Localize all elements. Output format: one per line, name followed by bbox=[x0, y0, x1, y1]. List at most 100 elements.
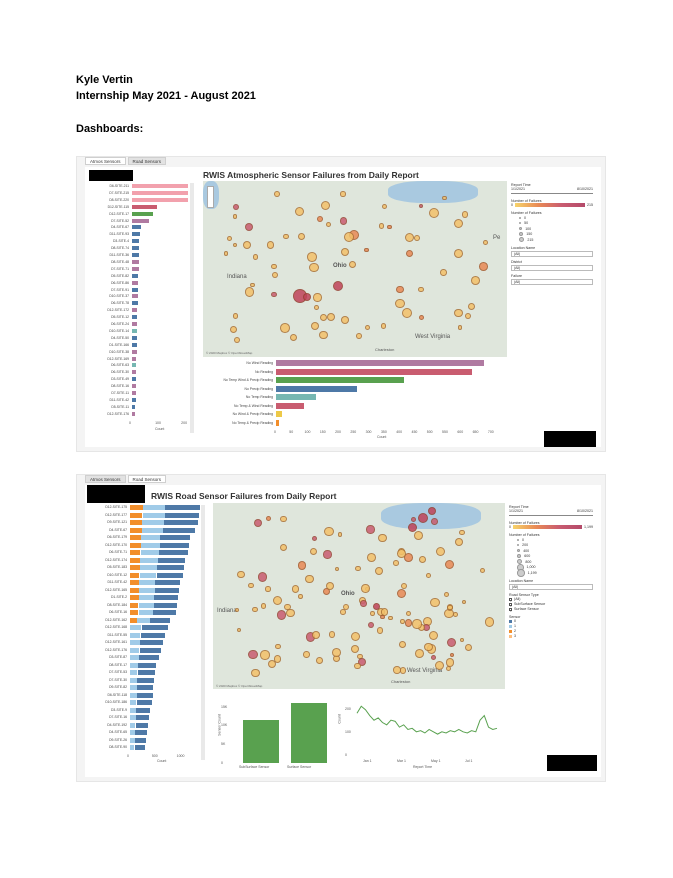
map-marker[interactable] bbox=[365, 324, 371, 330]
map-marker[interactable] bbox=[266, 241, 275, 249]
map-marker[interactable] bbox=[380, 323, 387, 329]
map-marker[interactable] bbox=[253, 518, 262, 527]
site-bar[interactable] bbox=[132, 184, 189, 188]
checkbox[interactable]: ✓ bbox=[509, 602, 513, 608]
map-marker[interactable] bbox=[412, 619, 422, 629]
road-site-bar-segment[interactable] bbox=[157, 565, 185, 570]
sensor-type-option[interactable]: ✓ SubSurface Sensor bbox=[509, 602, 593, 608]
map-marker[interactable] bbox=[459, 529, 465, 536]
map-marker[interactable] bbox=[333, 281, 343, 291]
map-marker[interactable] bbox=[454, 309, 463, 318]
map-marker[interactable] bbox=[291, 585, 299, 593]
map-marker[interactable] bbox=[232, 214, 238, 219]
road-site-bar-segment[interactable] bbox=[130, 722, 136, 728]
map-marker[interactable] bbox=[453, 612, 458, 617]
map-marker[interactable] bbox=[244, 287, 255, 297]
map-marker[interactable] bbox=[449, 652, 454, 658]
failure-trend-line[interactable] bbox=[356, 705, 498, 735]
road-site-bar-segment[interactable] bbox=[139, 587, 155, 593]
map-marker[interactable] bbox=[459, 637, 465, 643]
map-marker[interactable] bbox=[267, 660, 277, 669]
date-range-slider-2[interactable] bbox=[509, 513, 593, 516]
site-bar[interactable] bbox=[132, 259, 139, 264]
site-bar[interactable] bbox=[132, 204, 157, 209]
site-bar[interactable] bbox=[132, 246, 140, 251]
site-bar[interactable] bbox=[132, 197, 189, 202]
map-marker[interactable] bbox=[248, 583, 254, 589]
map-marker[interactable] bbox=[454, 218, 464, 228]
site-bar[interactable] bbox=[132, 335, 137, 340]
road-site-bar-segment[interactable] bbox=[130, 662, 138, 668]
road-site-bar-segment[interactable] bbox=[140, 557, 158, 563]
map-marker[interactable] bbox=[275, 643, 281, 650]
map-marker[interactable] bbox=[484, 617, 494, 627]
map-marker[interactable] bbox=[324, 526, 334, 536]
map-marker[interactable] bbox=[400, 582, 408, 589]
map-marker[interactable] bbox=[323, 550, 332, 559]
map-marker[interactable] bbox=[335, 566, 339, 571]
road-site-bar-segment[interactable] bbox=[130, 692, 137, 698]
map-marker[interactable] bbox=[378, 533, 387, 543]
map-marker[interactable] bbox=[307, 251, 317, 262]
map-marker[interactable] bbox=[252, 254, 259, 260]
map-marker[interactable] bbox=[232, 204, 239, 211]
road-site-bar-segment[interactable] bbox=[136, 707, 151, 713]
scroll-bar-2[interactable] bbox=[201, 505, 205, 760]
map-zoom-controls[interactable] bbox=[207, 186, 214, 208]
tab-road-sensors-2[interactable]: Road Sensors bbox=[127, 475, 167, 483]
map-marker[interactable] bbox=[443, 591, 449, 597]
road-site-bar-segment[interactable] bbox=[130, 565, 140, 570]
road-site-bar-segment[interactable] bbox=[157, 557, 186, 563]
map-marker[interactable] bbox=[274, 191, 280, 197]
map-marker[interactable] bbox=[430, 654, 437, 661]
map-marker[interactable] bbox=[418, 513, 428, 523]
road-site-bar-segment[interactable] bbox=[142, 512, 165, 518]
site-bar[interactable] bbox=[132, 190, 189, 195]
road-site-bar-segment[interactable] bbox=[155, 580, 181, 585]
map-marker[interactable] bbox=[340, 247, 350, 257]
site-bar[interactable] bbox=[132, 315, 138, 320]
map-marker[interactable] bbox=[357, 657, 366, 666]
road-site-bar-segment[interactable] bbox=[153, 602, 178, 608]
map-marker[interactable] bbox=[361, 584, 370, 593]
map-marker[interactable] bbox=[273, 655, 282, 663]
failure-map[interactable]: Indiana Ohio West Virginia Pe Charleston… bbox=[203, 181, 507, 357]
site-bar[interactable] bbox=[132, 232, 140, 237]
map-marker[interactable] bbox=[325, 582, 334, 591]
map-marker[interactable] bbox=[455, 537, 463, 546]
map-marker[interactable] bbox=[356, 333, 362, 339]
road-site-bar-segment[interactable] bbox=[130, 632, 141, 638]
map-marker[interactable] bbox=[276, 610, 287, 620]
sensor-type-option[interactable]: ✓ (All) bbox=[509, 597, 593, 603]
map-marker[interactable] bbox=[465, 313, 472, 320]
map-marker[interactable] bbox=[355, 565, 361, 572]
map-marker[interactable] bbox=[366, 525, 375, 534]
map-marker[interactable] bbox=[445, 658, 455, 667]
map-marker[interactable] bbox=[387, 224, 392, 230]
map-marker[interactable] bbox=[232, 313, 239, 320]
map-marker[interactable] bbox=[339, 217, 348, 225]
map-marker[interactable] bbox=[402, 307, 412, 318]
map-marker[interactable] bbox=[244, 223, 253, 232]
failure-bar[interactable] bbox=[276, 385, 357, 392]
map-marker[interactable] bbox=[375, 566, 384, 575]
site-bar[interactable] bbox=[132, 322, 138, 326]
map-marker[interactable] bbox=[350, 631, 361, 642]
date-range-slider[interactable] bbox=[511, 191, 593, 194]
road-site-bar-segment[interactable] bbox=[164, 520, 198, 525]
map-marker[interactable] bbox=[434, 660, 444, 670]
map-marker[interactable] bbox=[471, 276, 480, 286]
site-bar[interactable] bbox=[132, 253, 140, 257]
map-marker[interactable] bbox=[444, 559, 454, 570]
map-marker[interactable] bbox=[399, 640, 406, 648]
map-marker[interactable] bbox=[271, 291, 277, 298]
road-site-bar-segment[interactable] bbox=[135, 722, 149, 728]
map-marker[interactable] bbox=[418, 203, 424, 209]
road-site-bar-segment[interactable] bbox=[160, 535, 191, 540]
map-marker[interactable] bbox=[321, 201, 331, 211]
map-marker[interactable] bbox=[354, 662, 361, 670]
road-site-bar-segment[interactable] bbox=[130, 737, 135, 743]
site-bar[interactable] bbox=[132, 391, 136, 395]
map-marker[interactable] bbox=[464, 643, 473, 652]
site-bar[interactable] bbox=[132, 328, 137, 333]
